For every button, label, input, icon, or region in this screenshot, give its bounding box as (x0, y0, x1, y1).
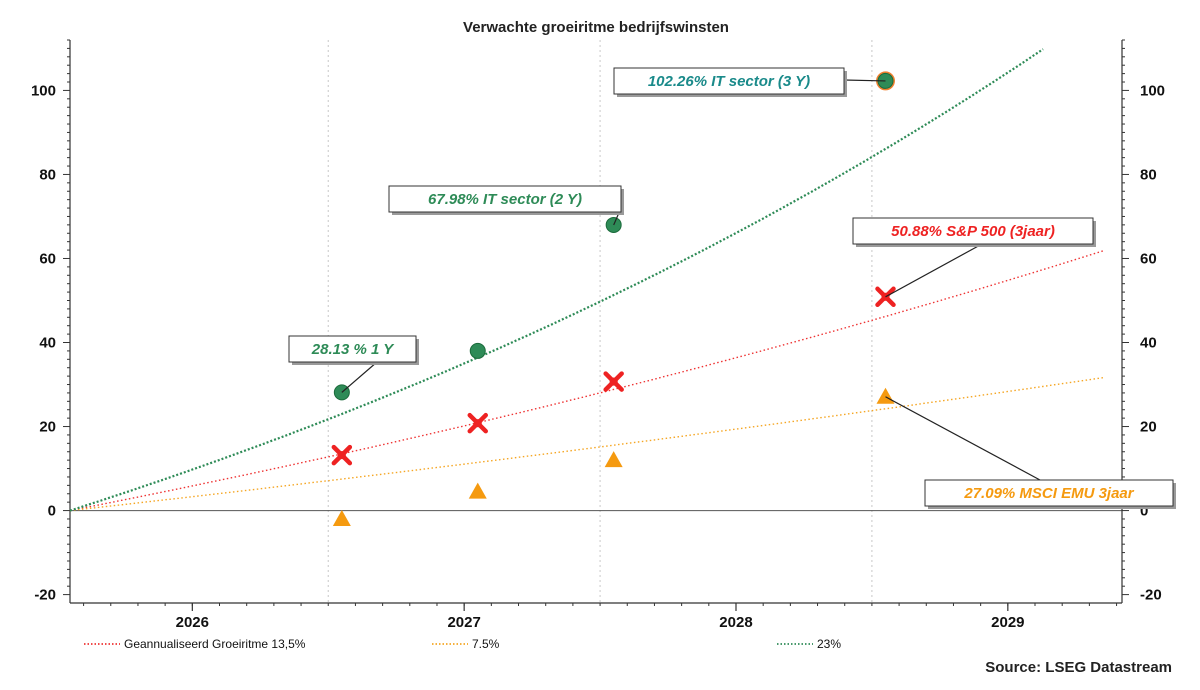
y-tick-label-left: 100 (31, 82, 56, 99)
callout-leader (843, 79, 886, 82)
series-line (69, 250, 1104, 512)
annotation-callout: 28.13 % 1 Y (288, 335, 419, 393)
msci-emu-marker (332, 509, 351, 526)
grid (70, 40, 1122, 603)
sp500-cross-center (473, 419, 482, 428)
chart-title: Verwachte groeiritme bedrijfswinsten (463, 19, 729, 36)
annotation-callout: 102.26% IT sector (3 Y) (613, 67, 886, 97)
legend-label: Geannualiseerd Groeiritme 13,5% (124, 637, 306, 651)
y-tick-label-right: 60 (1140, 250, 1157, 267)
callout-box (288, 335, 417, 363)
callout-text: 50.88% S&P 500 (3jaar) (891, 223, 1055, 240)
y-tick-label-right: 100 (1140, 82, 1165, 99)
sp500-marker (603, 371, 624, 392)
y-tick-label-right: 40 (1140, 335, 1157, 352)
x-tick-label: 2028 (719, 614, 752, 631)
callout-box (852, 217, 1094, 245)
callout-text: 27.09% MSCI EMU 3jaar (963, 485, 1134, 502)
sp500-cross-center (609, 377, 618, 386)
y-tick-label-left: 80 (39, 166, 56, 183)
y-tick-label-right: 0 (1140, 503, 1148, 520)
callout-box (924, 479, 1174, 507)
x-tick-label: 2027 (447, 614, 480, 631)
x-tick-label: 2026 (176, 614, 209, 631)
legend-label: 7.5% (472, 637, 500, 651)
series-line (69, 377, 1104, 512)
y-tick-label-left: 0 (48, 503, 56, 520)
annotations: 102.26% IT sector (3 Y) 67.98% IT sector … (288, 67, 1176, 509)
source-label: Source: LSEG Datastream (985, 659, 1172, 676)
callout-leader (885, 243, 983, 298)
y-tick-label-right: 80 (1140, 166, 1157, 183)
callout-leader (885, 396, 1041, 481)
callout-box (388, 185, 622, 213)
annotation-callout: 27.09% MSCI EMU 3jaar (885, 396, 1176, 509)
axes: -20 -20 0 0 20 20 40 40 60 60 80 80 100 100 2026 2027 20… (31, 39, 1165, 631)
callout-text: 102.26% IT sector (3 Y) (648, 73, 810, 90)
legend-label: 23% (817, 637, 841, 651)
annotation-callout: 50.88% S&P 500 (3jaar) (852, 217, 1096, 298)
msci-emu-marker (468, 482, 487, 499)
sp500-marker (331, 444, 353, 466)
series-line (69, 48, 1044, 512)
callout-box (613, 67, 845, 95)
y-tick-label-right: -20 (1140, 587, 1162, 604)
y-tick-label-left: 60 (39, 250, 56, 267)
y-tick-label-right: 20 (1140, 419, 1157, 436)
callout-leader (341, 361, 378, 393)
series-lines (69, 48, 1104, 512)
msci-emu-marker (876, 387, 895, 404)
it-sector-marker (469, 342, 486, 359)
annotation-callout: 67.98% IT sector (2 Y) (388, 185, 624, 226)
y-tick-label-left: -20 (34, 587, 56, 604)
callout-text: 28.13 % 1 Y (311, 341, 395, 358)
y-tick-label-left: 20 (39, 419, 56, 436)
data-points (331, 71, 896, 526)
callout-text: 67.98% IT sector (2 Y) (428, 191, 582, 208)
y-tick-label-left: 40 (39, 335, 56, 352)
legend: Geannualiseerd Groeiritme 13,5% 7.5% 23% (84, 637, 841, 651)
sp500-cross-center (337, 451, 346, 460)
x-tick-label: 2029 (991, 614, 1024, 631)
msci-emu-marker (604, 451, 623, 468)
sp500-marker (467, 412, 489, 434)
